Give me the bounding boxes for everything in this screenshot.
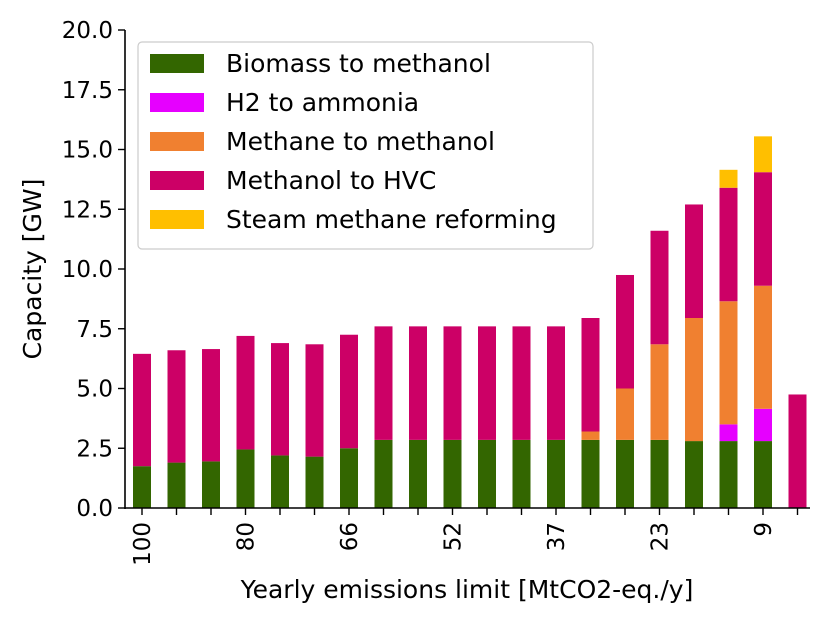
legend-label: Methane to methanol bbox=[226, 127, 495, 156]
bar-segment bbox=[167, 462, 186, 508]
legend-label: H2 to ammonia bbox=[226, 88, 419, 117]
bar-segment bbox=[616, 388, 634, 440]
legend-label: Methanol to HVC bbox=[226, 166, 436, 195]
bar-segment bbox=[409, 439, 427, 508]
y-tick-label: 2.5 bbox=[76, 436, 113, 462]
y-tick-label: 5.0 bbox=[76, 377, 113, 403]
bar-segment bbox=[754, 172, 772, 286]
bar-segment bbox=[443, 439, 462, 508]
bar-segment bbox=[650, 230, 669, 345]
legend-swatch bbox=[150, 132, 204, 151]
legend-swatch bbox=[150, 93, 204, 112]
bar-segment bbox=[133, 353, 151, 467]
bar-segment bbox=[133, 466, 151, 508]
bar-segment bbox=[754, 441, 772, 508]
x-tick-label: 37 bbox=[544, 522, 570, 551]
y-tick-label: 10.0 bbox=[62, 257, 113, 283]
bar-segment bbox=[581, 439, 600, 508]
bars-group bbox=[133, 136, 807, 508]
bar-segment bbox=[685, 204, 703, 318]
bar-segment bbox=[236, 449, 255, 508]
bar-segment bbox=[271, 455, 289, 508]
bar-segment bbox=[305, 456, 324, 508]
bar-segment bbox=[650, 439, 669, 508]
bar-segment bbox=[581, 431, 600, 440]
x-tick-label: 66 bbox=[337, 522, 363, 551]
bar-segment bbox=[685, 318, 703, 442]
y-tick-label: 20.0 bbox=[62, 18, 113, 44]
bar-segment bbox=[754, 136, 772, 173]
bar-segment bbox=[581, 318, 600, 432]
x-tick-label: 23 bbox=[648, 522, 674, 551]
bar-segment bbox=[478, 439, 496, 508]
bar-segment bbox=[167, 350, 186, 463]
bar-segment bbox=[374, 439, 393, 508]
x-tick-label: 52 bbox=[441, 522, 467, 551]
bar-segment bbox=[236, 335, 255, 450]
y-axis-label: Capacity [GW] bbox=[18, 179, 47, 360]
bar-segment bbox=[340, 448, 358, 508]
legend-label: Biomass to methanol bbox=[226, 49, 491, 78]
bar-segment bbox=[478, 326, 496, 440]
bar-segment bbox=[340, 334, 358, 449]
bar-segment bbox=[754, 285, 772, 409]
bar-segment bbox=[719, 301, 738, 425]
y-ticks-group: 0.0 2.5 5.0 7.5 10.0 12.5 15.0 17.5 20.0 bbox=[62, 18, 125, 522]
x-tick-label: 9 bbox=[751, 522, 777, 537]
bar-segment bbox=[788, 394, 807, 508]
y-tick-label: 17.5 bbox=[62, 78, 113, 104]
bar-segment bbox=[512, 439, 531, 508]
y-tick-label: 15.0 bbox=[62, 138, 113, 164]
bar-segment bbox=[719, 187, 738, 302]
bar-segment bbox=[271, 343, 289, 456]
bar-segment bbox=[374, 326, 393, 440]
bar-segment bbox=[754, 408, 772, 442]
bar-segment bbox=[719, 169, 738, 188]
bar-segment bbox=[443, 326, 462, 440]
x-axis-label: Yearly emissions limit [MtCO2-eq./y] bbox=[240, 575, 694, 604]
legend-label: Steam methane reforming bbox=[226, 205, 557, 234]
legend-swatch bbox=[150, 54, 204, 73]
bar-segment bbox=[616, 439, 634, 508]
legend: Biomass to methanol H2 to ammonia Methane … bbox=[137, 41, 594, 250]
x-ticks-group: 100 80 66 52 37 23 9 bbox=[130, 508, 799, 566]
bar-segment bbox=[202, 461, 220, 508]
legend-swatch bbox=[150, 210, 204, 229]
bar-segment bbox=[685, 441, 703, 508]
bar-segment bbox=[305, 344, 324, 457]
bar-segment bbox=[547, 439, 565, 508]
y-tick-label: 7.5 bbox=[76, 317, 113, 343]
legend-frame bbox=[137, 41, 594, 250]
legend-swatch bbox=[150, 171, 204, 190]
bar-segment bbox=[202, 349, 220, 462]
bar-segment bbox=[512, 326, 531, 440]
bar-segment bbox=[547, 326, 565, 440]
x-tick-label: 100 bbox=[130, 522, 156, 566]
x-tick-label: 80 bbox=[234, 522, 260, 551]
y-tick-label: 12.5 bbox=[62, 197, 113, 223]
y-tick-label: 0.0 bbox=[76, 496, 113, 522]
bar-segment bbox=[650, 344, 669, 440]
bar-segment bbox=[719, 424, 738, 442]
bar-segment bbox=[719, 441, 738, 508]
bar-segment bbox=[409, 326, 427, 440]
bar-segment bbox=[616, 274, 634, 389]
